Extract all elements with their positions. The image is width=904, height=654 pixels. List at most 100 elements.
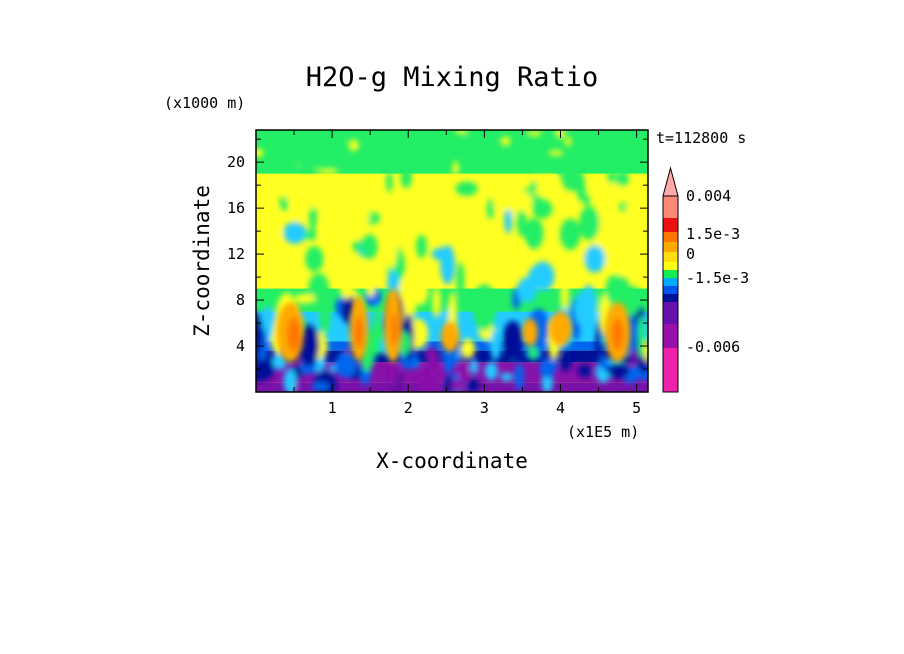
field-blob xyxy=(595,319,602,365)
field-blob xyxy=(469,359,479,375)
field-blob xyxy=(500,372,513,382)
colorbar-segment xyxy=(663,252,678,262)
field-blob xyxy=(515,244,527,262)
field-cell xyxy=(390,311,399,347)
field-blob xyxy=(644,339,648,363)
field-blob xyxy=(578,206,600,241)
field-blob xyxy=(322,211,334,244)
field-blob xyxy=(292,203,302,223)
field-blob xyxy=(526,130,542,136)
field-blob xyxy=(548,150,564,156)
field-blob xyxy=(516,203,527,237)
colorbar-segment xyxy=(663,262,678,270)
field-blob xyxy=(334,351,358,378)
y-tick-label: 4 xyxy=(236,337,245,355)
field-blob xyxy=(327,136,346,145)
field-band xyxy=(256,130,648,174)
field-blob xyxy=(584,245,606,273)
field-blob xyxy=(460,338,476,359)
field-cell xyxy=(522,318,538,347)
field-blob xyxy=(283,368,297,392)
field-blob xyxy=(311,381,330,391)
field-blob xyxy=(607,362,630,379)
colorbar-segment xyxy=(663,286,678,294)
field-blob xyxy=(304,197,320,209)
field-blob xyxy=(285,186,293,203)
field-blob xyxy=(440,244,455,285)
y-axis: 4 8 12 16 20 xyxy=(227,138,648,370)
plot-area xyxy=(256,130,648,392)
x-unit-label: (x1E5 m) xyxy=(567,423,639,441)
field-blob xyxy=(504,204,513,234)
field-cell xyxy=(287,317,301,352)
field-blob xyxy=(632,186,648,203)
field-blob xyxy=(607,169,615,185)
field-blob xyxy=(416,234,427,259)
field-blob xyxy=(560,279,569,311)
field-blob xyxy=(490,329,501,361)
colorbar-segment xyxy=(663,270,678,278)
field-blob xyxy=(456,262,465,300)
field-blob xyxy=(514,362,524,391)
field-blob xyxy=(389,362,399,389)
field-blob xyxy=(529,181,538,193)
chart-title: H2O-g Mixing Ratio xyxy=(306,62,599,93)
field-blob xyxy=(542,175,553,185)
colorbar-segment xyxy=(663,278,678,286)
field-blob xyxy=(523,217,544,250)
field-blob xyxy=(451,379,465,391)
field-blob xyxy=(386,171,393,193)
field-blob xyxy=(400,166,412,189)
field-blob xyxy=(316,168,339,175)
field-blob xyxy=(256,148,264,158)
field-blob xyxy=(618,155,638,164)
field-blob xyxy=(256,355,275,380)
field-cell xyxy=(354,316,364,349)
colorbar-label: 1.5e-3 xyxy=(686,225,740,243)
colorbar-segment xyxy=(663,232,678,242)
field-blob xyxy=(500,136,511,146)
field-blob xyxy=(458,358,468,385)
field-blob xyxy=(331,237,340,257)
field-blob xyxy=(283,221,307,245)
colorbar-segment xyxy=(663,348,678,392)
field-blob xyxy=(467,378,480,392)
field-blob xyxy=(416,374,441,392)
field-blob xyxy=(627,286,642,313)
x-axis-label: X-coordinate xyxy=(376,449,528,473)
field-blob xyxy=(305,246,324,272)
field-blob xyxy=(574,291,593,327)
x-axis: 1 2 3 4 5 xyxy=(293,130,641,417)
field-blob xyxy=(455,130,467,134)
field-blob xyxy=(373,297,382,335)
field-blob xyxy=(411,275,429,306)
field-blob xyxy=(304,230,317,241)
field-blob xyxy=(294,293,316,304)
x-tick-label: 2 xyxy=(404,399,413,417)
time-label: t=112800 s xyxy=(656,129,746,147)
field-blob xyxy=(583,147,600,154)
colorbar-extend-arrow xyxy=(662,166,679,197)
y-tick-label: 12 xyxy=(227,245,245,263)
y-tick-label: 8 xyxy=(236,291,245,309)
colorbar-label: 0 xyxy=(686,245,695,263)
field-blob xyxy=(625,198,641,220)
field-blob xyxy=(615,171,629,187)
field-blob xyxy=(486,198,495,220)
field-blob xyxy=(539,358,556,378)
field-blob xyxy=(577,180,586,202)
field-blob xyxy=(361,234,378,260)
field-blob xyxy=(577,364,592,377)
colorbar-segment xyxy=(663,242,678,252)
x-tick-label: 3 xyxy=(480,399,489,417)
field-blob xyxy=(516,277,537,303)
field-blob xyxy=(355,209,370,225)
colorbar-label: -0.006 xyxy=(686,338,740,356)
y-tick-label: 20 xyxy=(227,153,245,171)
colorbar-label: -1.5e-3 xyxy=(686,269,749,287)
field-blob xyxy=(484,362,498,381)
field-cell xyxy=(549,311,572,347)
field-blob xyxy=(477,135,497,146)
field-blob xyxy=(426,347,440,374)
colorbar-frame xyxy=(662,195,679,393)
